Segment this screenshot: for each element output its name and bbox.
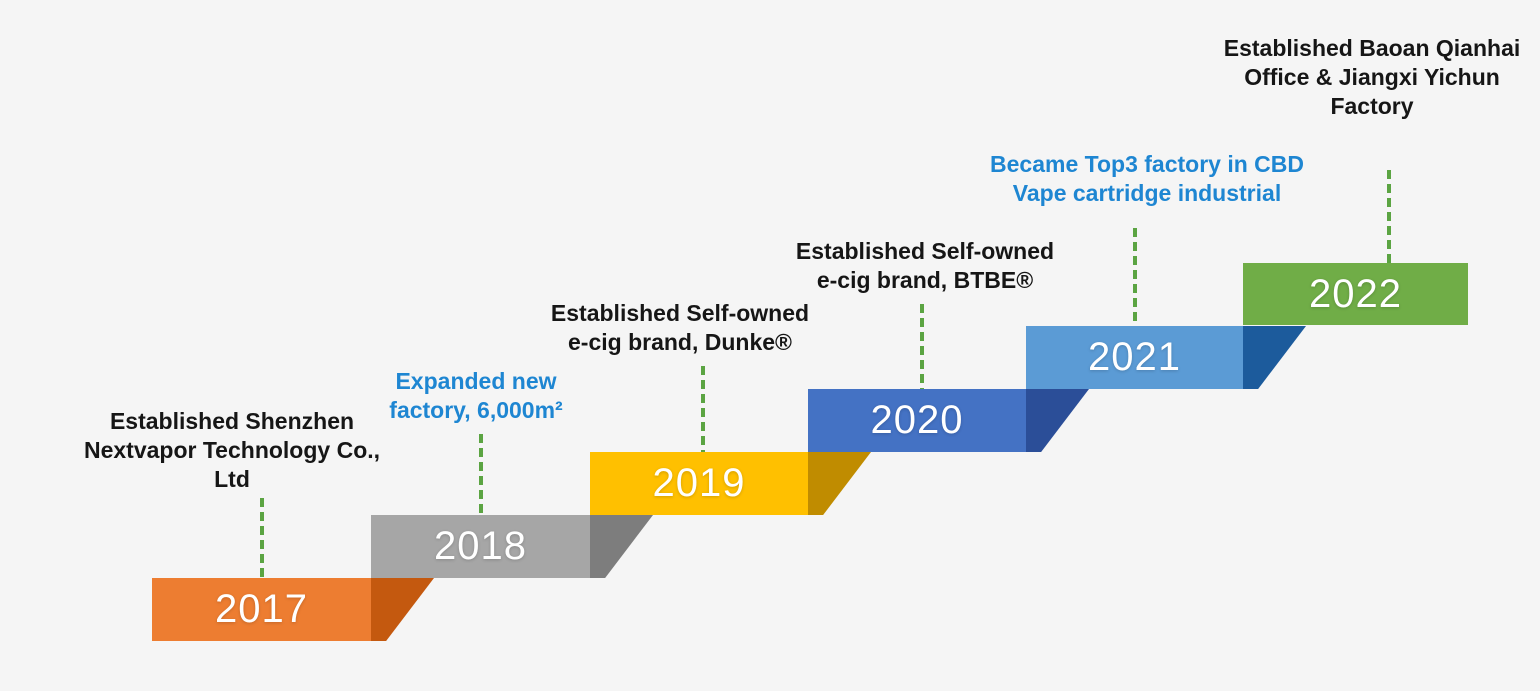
milestone-label-2018: Expanded new factory, 6,000m² [389, 367, 562, 425]
milestone-line: Established Baoan Qianhai [1223, 35, 1521, 61]
year-text-2022: 2022 [1309, 271, 1402, 316]
milestone-line: factory, 6,000m² [389, 397, 563, 423]
milestone-label-2019: Established Self-owned e-cig brand, Dunk… [551, 299, 809, 357]
year-bar-2020: 2020 [808, 389, 1026, 452]
milestone-line: Established Shenzhen [109, 408, 355, 434]
milestone-label-2017: Established Shenzhen Nextvapor Technolog… [84, 407, 380, 494]
step-fold-2018 [590, 515, 653, 578]
milestone-line: e-cig brand, Dunke® [568, 329, 792, 355]
year-bar-2017: 2017 [152, 578, 371, 641]
connector-line-2018 [479, 434, 483, 515]
milestone-line: Factory [1330, 93, 1414, 119]
milestone-line: Ltd [214, 466, 250, 492]
year-bar-2022: 2022 [1243, 263, 1468, 325]
year-text-2019: 2019 [652, 461, 746, 505]
year-text-2021: 2021 [1088, 335, 1181, 379]
connector-line-2017 [260, 498, 264, 578]
step-fold-2021 [1243, 326, 1306, 389]
connector-line-2021 [1133, 228, 1137, 326]
step-fold-2017 [371, 578, 434, 641]
year-text-2018: 2018 [434, 524, 527, 568]
milestone-line: Vape cartridge industrial [1012, 180, 1282, 206]
milestone-label-2021: Became Top3 factory in CBD Vape cartridg… [990, 150, 1304, 208]
year-bar-2021: 2021 [1026, 326, 1243, 389]
milestone-line: e-cig brand, BTBE® [816, 267, 1034, 293]
milestone-line: Office & Jiangxi Yichun [1244, 64, 1500, 90]
milestone-label-2020: Established Self-owned e-cig brand, BTBE… [796, 237, 1054, 295]
milestone-line: Established Self-owned [795, 238, 1055, 264]
connector-line-2020 [920, 304, 924, 389]
milestone-line: Expanded new [395, 368, 557, 394]
step-fold-2020 [1026, 389, 1089, 452]
milestone-line: Became Top3 factory in CBD [990, 151, 1304, 177]
year-text-2017: 2017 [215, 587, 308, 631]
connector-line-2019 [701, 366, 705, 452]
step-fold-2019 [808, 452, 871, 515]
milestone-label-2022: Established Baoan Qianhai Office & Jiang… [1224, 34, 1521, 121]
connector-line-2022 [1387, 170, 1391, 263]
milestone-line: Established Self-owned [550, 300, 810, 326]
year-text-2020: 2020 [870, 398, 964, 442]
year-bar-2019: 2019 [590, 452, 808, 515]
milestone-line: Nextvapor Technology Co., [83, 437, 381, 463]
year-bar-2018: 2018 [371, 515, 590, 578]
